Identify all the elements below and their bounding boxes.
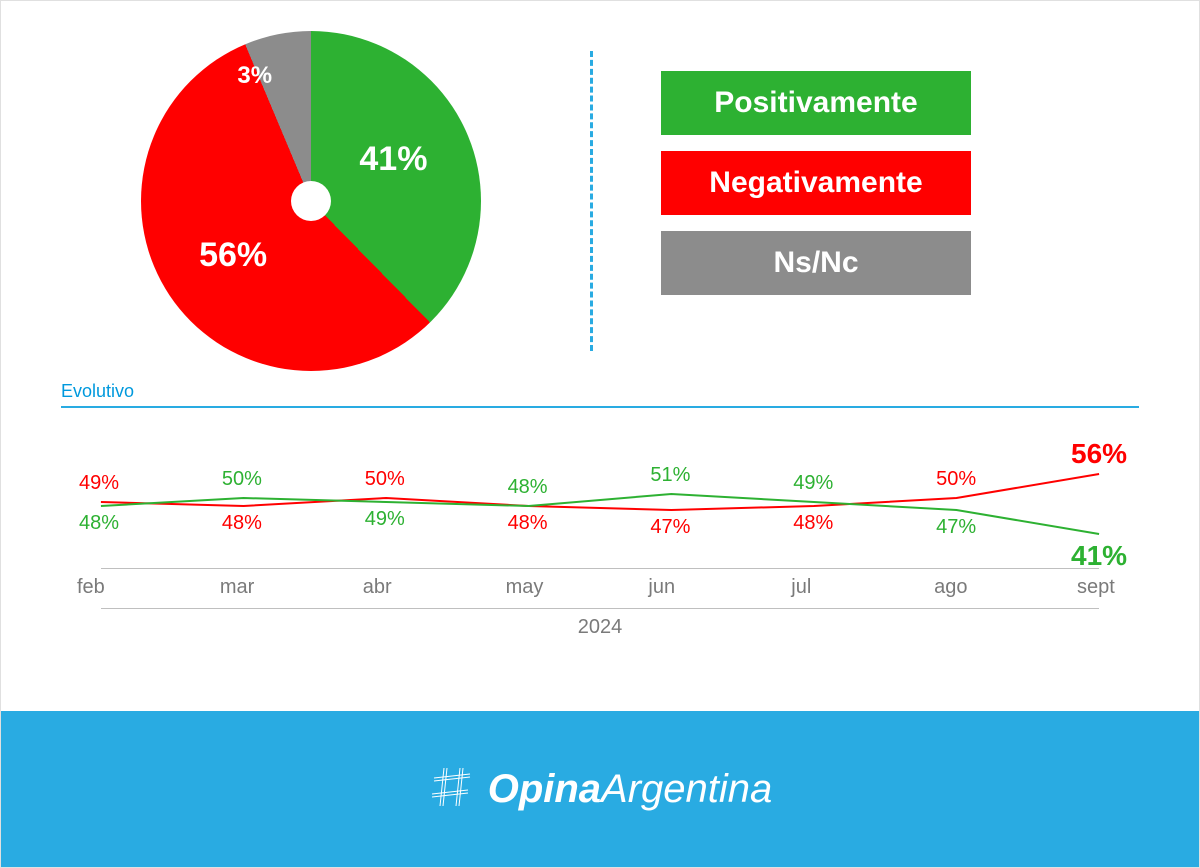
evolutivo-datalabel: 49% bbox=[793, 472, 833, 495]
footer-brand-light: Argentina bbox=[601, 767, 772, 811]
evolutivo-lines-svg bbox=[61, 418, 1139, 578]
evolutivo-axis-top bbox=[101, 568, 1099, 569]
legend-item-nsnc: Ns/Nc bbox=[661, 231, 971, 295]
evolutivo-datalabel: 50% bbox=[365, 468, 405, 491]
divider-column bbox=[561, 31, 621, 371]
top-section: 41% 56% 3% Positivamente Negativamente N… bbox=[1, 1, 1199, 381]
footer: OpinaArgentina bbox=[1, 711, 1199, 867]
evolutivo-month-label: may bbox=[506, 576, 544, 599]
pie-hole bbox=[291, 181, 331, 221]
evolutivo-datalabel: 48% bbox=[508, 476, 548, 499]
legend-item-positive: Positivamente bbox=[661, 71, 971, 135]
evolutivo-month-label: mar bbox=[220, 576, 254, 599]
evolutivo-datalabel: 49% bbox=[79, 472, 119, 495]
evolutivo-datalabel: 56% bbox=[1071, 438, 1127, 470]
evolutivo-month-label: feb bbox=[77, 576, 105, 599]
evolutivo-datalabel: 47% bbox=[650, 516, 690, 539]
evolutivo-rule bbox=[61, 406, 1139, 408]
hashtag-icon bbox=[428, 764, 474, 815]
evolutivo-datalabel: 48% bbox=[508, 512, 548, 535]
legend-label: Positivamente bbox=[714, 86, 917, 120]
footer-brand-bold: Opina bbox=[488, 767, 601, 811]
pie-label-positive: 41% bbox=[359, 140, 427, 179]
evolutivo-datalabel: 41% bbox=[1071, 540, 1127, 572]
evolutivo-month-label: jun bbox=[648, 576, 675, 599]
vertical-dashed-divider bbox=[590, 51, 593, 351]
evolutivo-axis-bottom bbox=[101, 608, 1099, 609]
evolutivo-title: Evolutivo bbox=[61, 381, 1139, 402]
legend-column: Positivamente Negativamente Ns/Nc bbox=[621, 31, 1139, 371]
pie-label-negative: 56% bbox=[199, 236, 267, 275]
legend-label: Negativamente bbox=[709, 166, 922, 200]
pie-column: 41% 56% 3% bbox=[61, 31, 561, 371]
evolutivo-datalabel: 47% bbox=[936, 516, 976, 539]
evolutivo-month-label: sept bbox=[1077, 576, 1115, 599]
page: 41% 56% 3% Positivamente Negativamente N… bbox=[0, 0, 1200, 868]
evolutivo-month-label: jul bbox=[791, 576, 811, 599]
legend-item-negative: Negativamente bbox=[661, 151, 971, 215]
pie-label-nsnc: 3% bbox=[237, 62, 272, 90]
evolutivo-month-label: ago bbox=[934, 576, 967, 599]
evolutivo-datalabel: 48% bbox=[79, 512, 119, 535]
evolutivo-datalabel: 49% bbox=[365, 508, 405, 531]
pie-chart: 41% 56% 3% bbox=[141, 31, 481, 371]
evolutivo-datalabel: 48% bbox=[793, 512, 833, 535]
footer-brand: OpinaArgentina bbox=[488, 767, 773, 812]
legend-label: Ns/Nc bbox=[773, 246, 858, 280]
evolutivo-year-label: 2024 bbox=[61, 616, 1139, 639]
evolutivo-datalabel: 50% bbox=[222, 468, 262, 491]
evolutivo-datalabel: 50% bbox=[936, 468, 976, 491]
evolutivo-datalabel: 48% bbox=[222, 512, 262, 535]
evolutivo-month-label: abr bbox=[363, 576, 392, 599]
evolutivo-datalabel: 51% bbox=[650, 464, 690, 487]
evolutivo-chart: feb mar abr may jun jul ago sept 2024 49% 48% 50%… bbox=[61, 418, 1139, 638]
evolutivo-section: Evolutivo feb mar abr may jun jul ago sept 2024… bbox=[1, 381, 1199, 711]
